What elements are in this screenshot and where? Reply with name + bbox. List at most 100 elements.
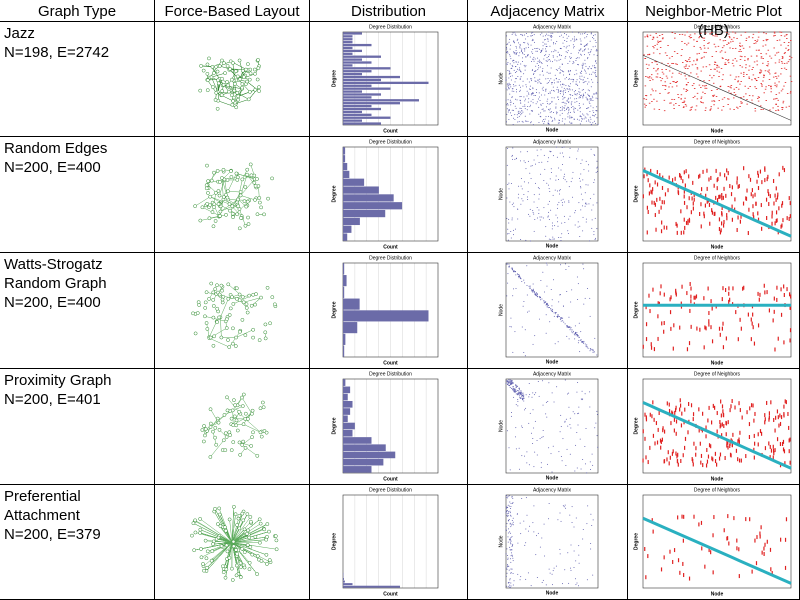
matrix-dot <box>555 214 557 216</box>
matrix-dot <box>565 103 567 105</box>
matrix-dot <box>573 36 575 38</box>
matrix-dot <box>580 398 582 400</box>
matrix-dot <box>532 58 534 60</box>
bar <box>343 444 386 452</box>
matrix-dot <box>582 103 584 105</box>
matrix-dot <box>595 237 597 239</box>
matrix-dot <box>591 453 593 455</box>
matrix-dot <box>563 74 565 76</box>
bar <box>343 52 353 55</box>
graph-node <box>196 300 201 305</box>
matrix-dot <box>535 392 537 394</box>
matrix-dot <box>596 48 598 50</box>
matrix-dot <box>510 558 512 560</box>
graph-node <box>254 292 258 296</box>
matrix-dot <box>529 285 531 287</box>
matrix-dot <box>565 109 567 111</box>
matrix-dot <box>538 318 540 320</box>
graph-edge <box>236 173 255 180</box>
graph-node <box>213 287 218 291</box>
graph-node <box>219 283 224 288</box>
graph-node <box>217 512 222 517</box>
matrix-dot <box>551 228 553 230</box>
matrix-dot <box>579 438 581 440</box>
matrix-dot <box>596 413 598 415</box>
matrix-dot <box>514 33 516 35</box>
matrix-dot <box>516 52 518 54</box>
matrix-dot <box>520 397 522 399</box>
matrix-dot <box>585 221 587 223</box>
matrix-dot <box>584 205 586 207</box>
graph-node <box>229 416 234 421</box>
graph-node <box>232 504 236 509</box>
matrix-dot <box>552 194 554 196</box>
matrix-dot <box>522 85 524 87</box>
matrix-dot <box>505 506 507 508</box>
matrix-dot <box>532 210 534 212</box>
matrix-dot <box>514 114 516 116</box>
graph-edge <box>195 520 233 543</box>
graph-node <box>259 205 263 210</box>
matrix-dot <box>524 34 526 36</box>
graph-node <box>221 167 226 172</box>
matrix-dot <box>595 122 597 124</box>
matrix-dot <box>579 77 581 79</box>
matrix-dot <box>569 417 571 419</box>
matrix-dot <box>565 507 567 509</box>
bar <box>343 43 372 47</box>
matrix-dot <box>529 412 531 414</box>
matrix-dot <box>558 90 560 92</box>
matrix-dot <box>524 98 526 100</box>
matrix-dot <box>565 47 567 49</box>
matrix-dot <box>509 385 511 387</box>
matrix-dot <box>519 52 521 54</box>
matrix-dot <box>536 454 538 456</box>
matrix-dot <box>538 67 540 69</box>
plot-cell <box>468 137 628 253</box>
matrix-dot <box>534 77 536 79</box>
matrix-dot <box>562 101 564 103</box>
matrix-dot <box>545 90 547 92</box>
matrix-dot <box>584 37 586 39</box>
matrix-dot <box>510 58 512 60</box>
matrix-dot <box>552 112 554 114</box>
matrix-dot <box>578 412 580 414</box>
node-degree-line <box>642 169 792 238</box>
matrix-dot <box>538 106 540 108</box>
matrix-dot <box>577 221 579 223</box>
matrix-dot <box>538 296 540 298</box>
graph-node <box>253 184 258 188</box>
matrix-dot <box>548 31 550 33</box>
matrix-dot <box>565 85 567 87</box>
matrix-dot <box>562 320 564 322</box>
matrix-dot <box>514 118 516 120</box>
graph-node <box>248 515 253 519</box>
matrix-dot <box>565 268 567 270</box>
matrix-dot <box>541 581 543 583</box>
graph-edge <box>219 170 232 183</box>
matrix-dot <box>563 97 565 99</box>
matrix-dot <box>561 101 563 103</box>
matrix-dot <box>509 514 511 516</box>
matrix-dot <box>562 92 564 94</box>
matrix-dot <box>509 48 511 50</box>
header-cell: Force-Based Layout <box>155 0 310 22</box>
matrix-dot <box>537 60 539 62</box>
matrix-dot <box>515 288 517 290</box>
graph-node <box>206 78 210 83</box>
matrix-dot <box>576 582 578 584</box>
matrix-dot <box>510 543 512 545</box>
matrix-dot <box>579 50 581 52</box>
graph-node <box>223 448 228 452</box>
matrix-dot <box>525 84 527 86</box>
plot-cell <box>155 22 310 137</box>
header-cell: Adjacency Matrix <box>468 0 628 22</box>
matrix-dot <box>572 31 574 33</box>
plot-frame <box>505 146 599 242</box>
graph-node <box>253 71 257 76</box>
graph-node <box>273 534 278 538</box>
matrix-dot <box>523 181 525 183</box>
matrix-dot <box>575 60 577 62</box>
matrix-dot <box>596 228 598 230</box>
bar <box>343 35 353 38</box>
